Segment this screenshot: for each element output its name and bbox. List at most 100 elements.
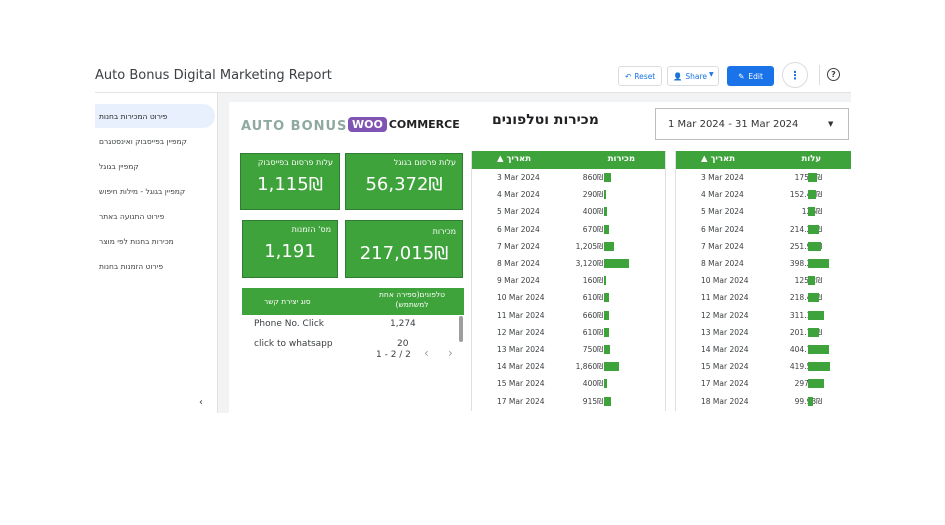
value-cell: 3,120₪: [575, 259, 603, 268]
table-row: 13 Mar 2024 750₪: [472, 341, 662, 358]
sidebar-item-google-keywords[interactable]: קמפיין בגוגל - מילות חיפוש: [99, 186, 186, 196]
sidebar-item-site-traffic[interactable]: פירוט התנועה באתר: [99, 211, 165, 221]
reset-button[interactable]: ↶ Reset: [618, 66, 663, 86]
table-row: 15 Mar 2024 419.52₪: [676, 358, 866, 375]
chevron-down-icon[interactable]: ▼: [828, 120, 834, 128]
table-row: 9 Mar 2024 160₪: [472, 272, 662, 289]
value-bar: [604, 207, 608, 217]
table-row: 4 Mar 2024 290₪: [472, 186, 662, 203]
value-cell: 400₪: [582, 207, 603, 217]
value-cell: 201.72₪: [789, 327, 822, 337]
value-bar: [604, 293, 609, 303]
value-cell: 860₪: [582, 173, 603, 182]
collapse-sidebar-icon[interactable]: ‹: [199, 397, 203, 408]
column-header-sales[interactable]: מכירות: [607, 154, 635, 164]
edit-button[interactable]: ✎ Edit: [727, 66, 774, 86]
table-row: 18 Mar 202499.93₪: [676, 393, 866, 410]
table-scrollbar[interactable]: [459, 316, 463, 342]
value-cell: 218.45₪: [789, 293, 822, 303]
date-cell: 3 Mar 2024: [701, 173, 744, 182]
date-cell: 17 Mar 2024: [497, 396, 545, 406]
table-row: 5 Mar 2024126₪: [676, 203, 866, 220]
value-cell: 610₪: [582, 293, 603, 303]
date-cell: 17 Mar 2024: [701, 379, 749, 389]
table-border: [471, 151, 472, 411]
scorecard-label: עלות פרסום בפייסבוק: [257, 158, 333, 167]
more-options-icon[interactable]: ⋮: [782, 62, 808, 88]
table-row: click to whatsapp 20: [242, 336, 457, 354]
page-navigation-sidebar: פירוט המכירות בחנות קמפיין בפייסבוק ואינ…: [95, 93, 218, 413]
column-header-date[interactable]: תאריך ▲: [497, 154, 532, 164]
help-icon[interactable]: ?: [827, 68, 840, 81]
date-range-control[interactable]: 1 Mar 2024 - 31 Mar 2024: [655, 108, 849, 140]
contact-type-cell: click to whatsapp: [254, 339, 333, 349]
table-row: 7 Mar 2024 251.96₪: [676, 238, 866, 255]
value-bar: [604, 362, 619, 372]
column-header-date[interactable]: תאריך ▲: [701, 154, 736, 164]
sales-table-header: תאריך ▲ מכירות: [472, 151, 665, 169]
value-cell: 1,860₪: [575, 362, 603, 372]
sidebar-item-sales-by-product[interactable]: מכירות בחנות לפי מוצר: [99, 236, 174, 246]
date-cell: 5 Mar 2024: [497, 207, 540, 217]
scorecard-value: 56,372₪: [365, 174, 443, 195]
value-bar: [808, 293, 820, 303]
woo-badge: WOO: [348, 117, 387, 132]
value-bar: [808, 207, 815, 217]
sidebar-item-store-sales[interactable]: פירוט המכירות בחנות: [95, 104, 215, 128]
date-cell: 4 Mar 2024: [701, 190, 744, 200]
date-cell: 14 Mar 2024: [497, 362, 545, 372]
table-row: 10 Mar 2024125.2₪: [676, 272, 866, 289]
date-cell: 12 Mar 2024: [701, 310, 749, 320]
table-row: 12 Mar 2024 311.19₪: [676, 307, 866, 324]
table-row: 17 Mar 2024 915₪: [472, 393, 662, 410]
value-bar: [808, 345, 830, 354]
table-row: 4 Mar 2024 152.43₪: [676, 186, 866, 203]
date-cell: 9 Mar 2024: [497, 276, 540, 286]
sidebar-item-store-orders[interactable]: פירוט הזמנות בחנות: [99, 261, 164, 271]
date-cell: 15 Mar 2024: [701, 362, 749, 372]
table-row: 14 Mar 2024 1,860₪: [472, 358, 662, 375]
date-cell: 10 Mar 2024: [497, 293, 545, 303]
value-bar: [808, 379, 824, 389]
header-divider: [819, 65, 820, 85]
table-row: 8 Mar 2024 398.25₪: [676, 255, 866, 272]
value-cell: 400₪: [582, 379, 603, 389]
date-cell: 12 Mar 2024: [497, 327, 545, 337]
scorecard-label: מס' הזמנות: [291, 225, 331, 234]
column-header-contact-type[interactable]: סוג יצירת קשר: [264, 297, 311, 306]
table-row: 6 Mar 2024 670₪: [472, 221, 662, 238]
value-bar: [604, 276, 606, 286]
table-row: 14 Mar 2024 404.79₪: [676, 341, 866, 358]
share-dropdown-icon[interactable]: ▼: [709, 71, 714, 78]
value-bar: [808, 362, 830, 372]
chevron-right-icon[interactable]: ›: [448, 346, 453, 360]
date-range-value: 1 Mar 2024 - 31 Mar 2024: [668, 118, 799, 130]
column-header-cost[interactable]: עלות: [801, 154, 821, 164]
woocommerce-logo: WOO COMMERCE: [348, 117, 460, 132]
table-row: 3 Mar 2024 860₪: [472, 169, 662, 186]
value-cell: 610₪: [582, 327, 603, 337]
value-bar: [604, 396, 612, 406]
column-header-phone-count[interactable]: טלפונים(ספירה אחת למשתמש): [378, 290, 446, 309]
table-border: [675, 151, 676, 411]
chevron-left-icon[interactable]: ‹: [424, 346, 429, 360]
date-cell: 7 Mar 2024: [701, 241, 744, 251]
sidebar-item-google-campaign[interactable]: קמפיין בגוגל: [99, 161, 139, 171]
value-cell: 660₪: [582, 310, 603, 320]
value-bar: [808, 241, 822, 251]
value-cell: 419.52₪: [789, 362, 822, 372]
report-title: Auto Bonus Digital Marketing Report: [95, 68, 332, 83]
date-cell: 13 Mar 2024: [701, 327, 749, 337]
date-cell: 14 Mar 2024: [701, 345, 749, 354]
sidebar-item-facebook-campaign[interactable]: קמפיין בפייסבוק ואינסטגרם: [99, 136, 187, 146]
header-divider-line: [95, 92, 851, 93]
value-bar: [604, 224, 610, 234]
table-row: 6 Mar 2024 214.21₪: [676, 221, 866, 238]
woo-text: COMMERCE: [388, 118, 460, 131]
scorecard-sales: מכירות 217,015₪: [345, 220, 463, 278]
value-cell: 398.25₪: [789, 259, 822, 268]
page-title: מכירות וטלפונים: [492, 112, 599, 128]
share-button[interactable]: 👤 Share: [667, 66, 719, 86]
contact-count-cell: 1,274: [390, 319, 416, 329]
date-cell: 8 Mar 2024: [701, 259, 744, 268]
